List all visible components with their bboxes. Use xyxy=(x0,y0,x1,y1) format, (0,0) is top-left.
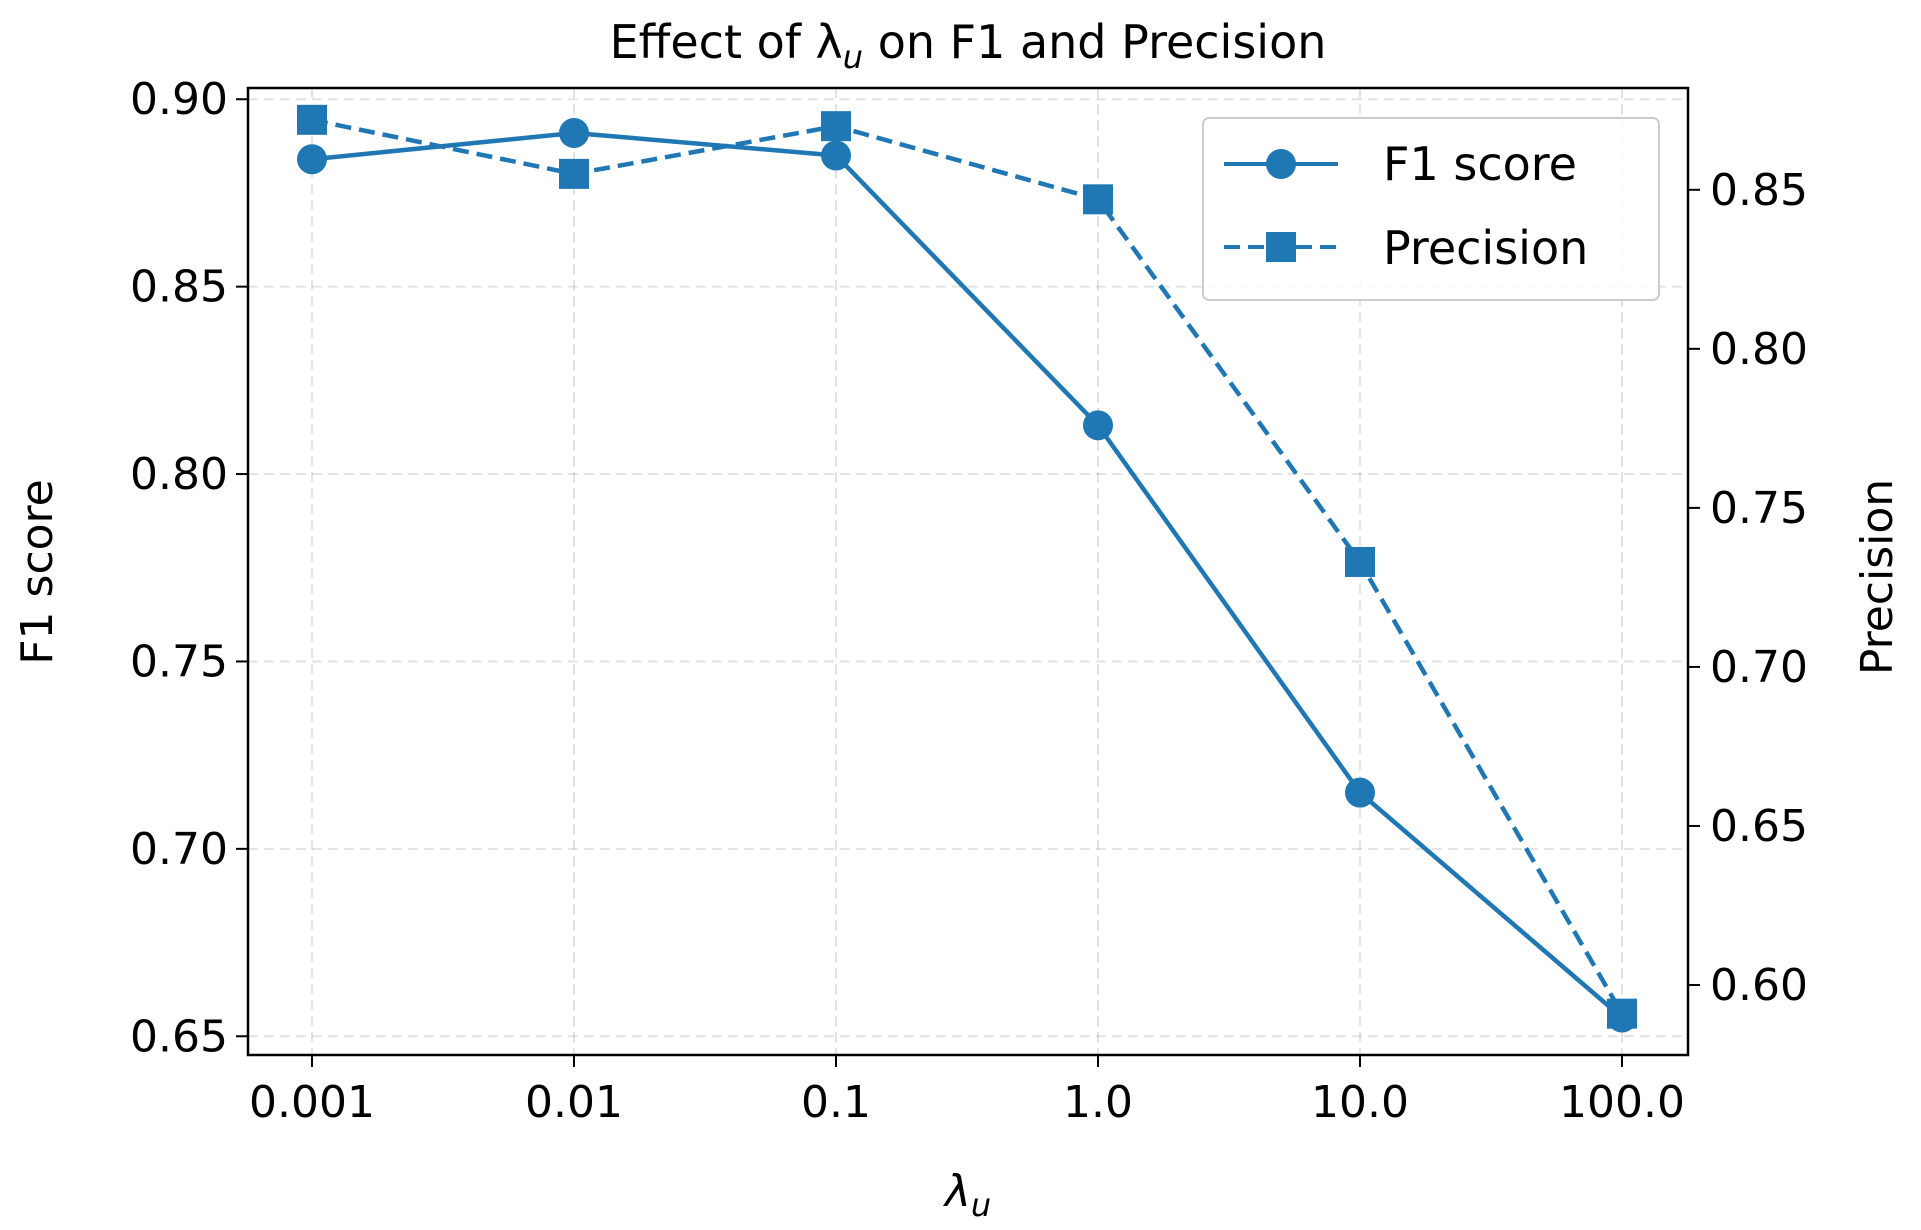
f1-point xyxy=(297,144,327,175)
y-tick-label-left: 0.80 xyxy=(130,449,228,500)
precision-point xyxy=(1083,184,1113,215)
series-line-f1 xyxy=(311,130,1624,1020)
x-tick-label: 0.001 xyxy=(249,1077,375,1128)
legend-marker-precision xyxy=(1266,232,1296,262)
x-axis-label-main: λ xyxy=(943,1166,971,1217)
y-tick-label-right: 0.60 xyxy=(1710,960,1808,1011)
y-tick-label-left: 0.75 xyxy=(130,636,228,687)
y-tick-label-right: 0.70 xyxy=(1710,642,1808,693)
chart-title-subscript: u xyxy=(843,38,863,76)
chart-title-suffix: on F1 and Precision xyxy=(863,15,1326,69)
f1-point xyxy=(559,117,589,148)
y-tick-label-right: 0.85 xyxy=(1710,165,1808,216)
series-layer xyxy=(297,104,1637,1033)
legend: F1 score Precision xyxy=(1202,117,1660,301)
chart-title: Effect of λu on F1 and Precision xyxy=(610,15,1327,76)
axes-layer: 0.001 0.01 0.1 1.0 10.0 100.0 0.65 0.70 0.75 0.80… xyxy=(130,74,1808,1128)
precision-point xyxy=(297,104,327,135)
f1-point xyxy=(821,140,851,171)
y-tick-label-left: 0.85 xyxy=(130,262,228,313)
precision-point xyxy=(559,158,589,189)
f1-point xyxy=(1083,410,1113,441)
f1-point xyxy=(1345,777,1375,808)
x-axis-label-subscript: u xyxy=(971,1186,991,1224)
y-tick-label-right: 0.65 xyxy=(1710,801,1808,852)
plot-frame xyxy=(246,86,1690,1057)
y-tick-label-left: 0.65 xyxy=(130,1011,228,1062)
x-axis-label: λu xyxy=(943,1166,991,1224)
precision-point xyxy=(1345,546,1375,577)
y-axis-label-left: F1 score xyxy=(12,479,63,665)
precision-point xyxy=(821,111,851,142)
y-axis-label-right: Precision xyxy=(1852,479,1903,675)
y-tick-label-left: 0.90 xyxy=(130,74,228,125)
x-tick-label: 0.1 xyxy=(801,1077,871,1128)
legend-label-f1: F1 score xyxy=(1383,137,1577,191)
y-tick-label-left: 0.70 xyxy=(130,824,228,875)
precision-point xyxy=(1607,998,1637,1029)
x-tick-label: 1.0 xyxy=(1063,1077,1133,1128)
series-line-precision xyxy=(311,117,1624,1015)
legend-label-precision: Precision xyxy=(1383,221,1588,275)
chart-title-main: Effect of λ xyxy=(610,15,843,69)
y-tick-label-right: 0.75 xyxy=(1710,483,1808,534)
x-tick-label: 100.0 xyxy=(1559,1077,1685,1128)
y-tick-label-right: 0.80 xyxy=(1710,324,1808,375)
x-tick-label: 0.01 xyxy=(525,1077,623,1128)
x-tick-label: 10.0 xyxy=(1311,1077,1409,1128)
legend-marker-f1 xyxy=(1266,149,1296,179)
